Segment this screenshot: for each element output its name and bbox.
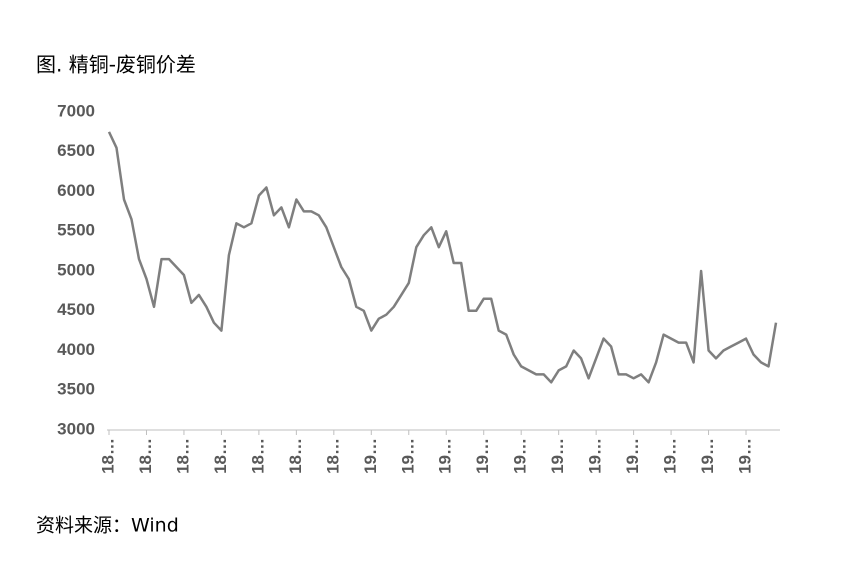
x-tick-label: 18… xyxy=(286,438,305,474)
x-tick-label: 18… xyxy=(248,438,267,474)
x-tick-label: 19… xyxy=(473,438,492,474)
x-tick-label: 18… xyxy=(136,438,155,474)
data-line xyxy=(107,131,778,384)
x-tick-label: 19… xyxy=(436,438,455,474)
x-tick-label: 18… xyxy=(323,438,342,474)
x-tick-label: 19… xyxy=(661,438,680,474)
y-tick-label: 3500 xyxy=(57,380,95,399)
x-tick-label: 19… xyxy=(623,438,642,474)
x-tick-label: 19… xyxy=(736,438,755,474)
y-tick-label: 4500 xyxy=(57,300,95,319)
x-tick-label: 19… xyxy=(586,438,605,474)
y-tick-label: 7000 xyxy=(57,101,95,120)
x-tick-label: 19… xyxy=(398,438,417,474)
y-tick-label: 5000 xyxy=(57,260,95,279)
x-tick-label: 19… xyxy=(548,438,567,474)
x-tick-label: 19… xyxy=(361,438,380,474)
x-tick-label: 19… xyxy=(698,438,717,474)
x-tick-label: 18… xyxy=(211,438,230,474)
x-tick-label: 18… xyxy=(173,438,192,474)
chart-title: 图. 精铜-废铜价差 xyxy=(36,53,196,77)
source-note: 资料来源：Wind xyxy=(36,515,179,537)
y-tick-label: 3000 xyxy=(57,419,95,438)
y-tick-label: 6500 xyxy=(57,141,95,160)
x-tick-label: 18… xyxy=(98,438,117,474)
y-tick-label: 5500 xyxy=(57,221,95,240)
x-tick-label: 19… xyxy=(511,438,530,474)
y-tick-label: 6000 xyxy=(57,181,95,200)
y-tick-label: 4000 xyxy=(57,340,95,359)
